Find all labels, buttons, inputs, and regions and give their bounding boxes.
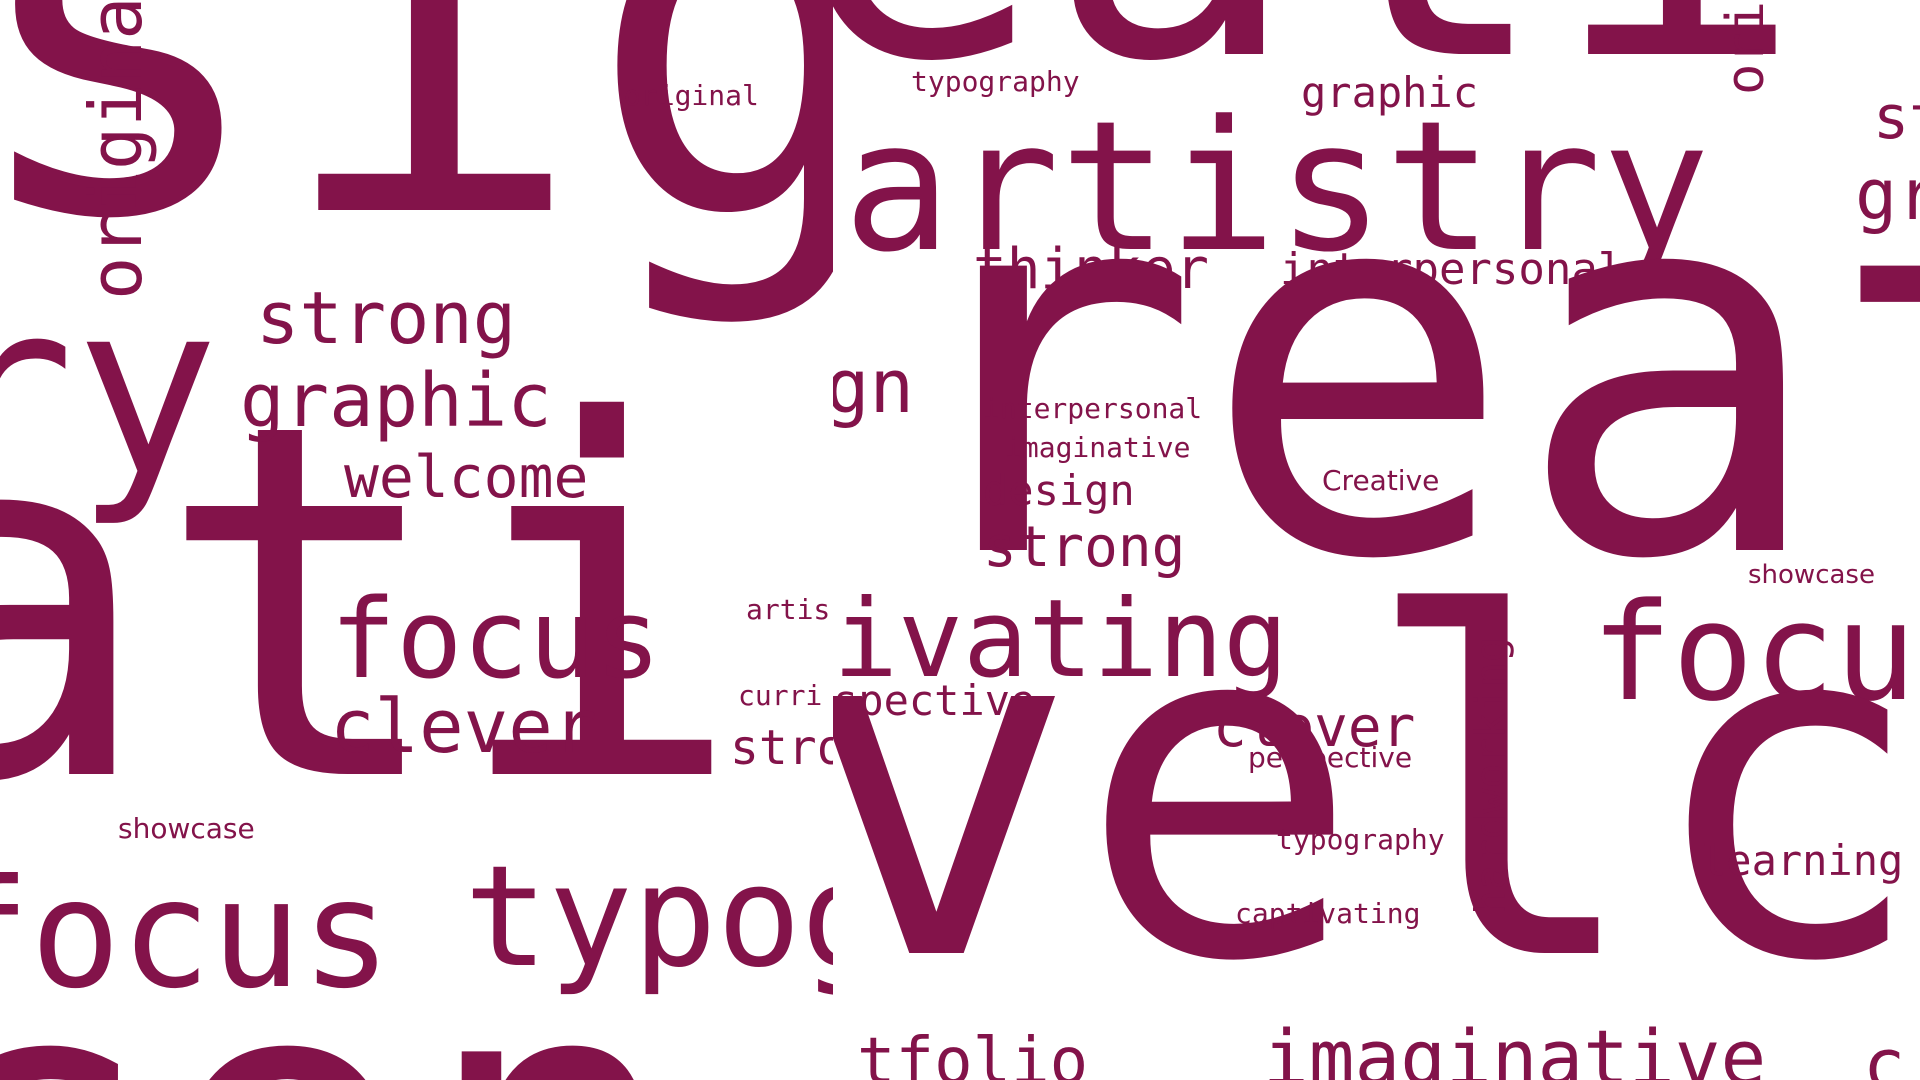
word-sig: sig — [0, 0, 833, 333]
word-typography-small: typography — [1276, 823, 1445, 856]
word-clever-right: clever — [1213, 695, 1416, 760]
word-graphic: graphic — [240, 358, 552, 444]
word-captivating: captivating — [1235, 897, 1421, 930]
word-stro: stro — [730, 720, 833, 776]
word-strong: strong — [256, 276, 517, 360]
word-interpersonal-small: interpersonal — [983, 392, 1203, 425]
word-gr: gr — [1855, 154, 1920, 236]
word-typog: typog — [464, 836, 833, 999]
word-perspective: perspective — [1248, 741, 1413, 774]
word-strong-right: strong — [983, 515, 1186, 580]
word-cloud-right-panel: eati artistry typography graphic ori st … — [833, 0, 1920, 1080]
word-ivating: ivating — [833, 577, 1289, 702]
word-curri: curri — [738, 679, 823, 712]
word-interpersonal: interpersonal — [1280, 244, 1625, 295]
word-welcome: welcome — [344, 443, 589, 511]
word-tfolio: tfolio — [857, 1025, 1089, 1080]
word-original-vertical: original — [74, 0, 158, 300]
word-st: st — [1873, 83, 1920, 153]
word-hardworking: hardworking — [1466, 636, 1515, 915]
word-artis: artis — [746, 593, 831, 626]
word-spective: spective — [833, 676, 1036, 725]
word-showcase: showcase — [118, 812, 255, 845]
word-c: c — [1863, 1024, 1906, 1080]
word-graphic-top: graphic — [1301, 68, 1479, 117]
word-creative: Creative — [1322, 464, 1440, 497]
word-showcase-right: showcase — [1748, 560, 1875, 590]
word-focu: focu — [1591, 574, 1917, 731]
word-design: design — [983, 466, 1135, 515]
word-thinker: thinker — [973, 237, 1210, 302]
word-learning: learning — [1701, 836, 1904, 885]
word-eati: eati — [833, 0, 1804, 120]
word-ati: ati — [0, 319, 746, 890]
word-clever: clever — [330, 684, 598, 770]
word-artistry: artistry — [843, 83, 1710, 292]
word-imaginative-large: imaginative — [1263, 1013, 1767, 1080]
word-imaginative-small: imaginative — [1005, 431, 1191, 464]
word-con: con — [0, 920, 685, 1080]
word-focus: focus — [330, 575, 662, 703]
word-ry: ry — [0, 250, 219, 530]
word-typography-top: typography — [911, 65, 1080, 98]
word-reat: reat — [888, 67, 1920, 673]
word-original-small: original — [624, 79, 759, 112]
word-velc: velc — [833, 517, 1920, 1064]
word-cloud-left-panel: sig ati con ry original strong graphic w… — [0, 0, 833, 1080]
word-gn: gn — [833, 344, 915, 430]
word-focus-large: focus — [0, 848, 392, 1022]
